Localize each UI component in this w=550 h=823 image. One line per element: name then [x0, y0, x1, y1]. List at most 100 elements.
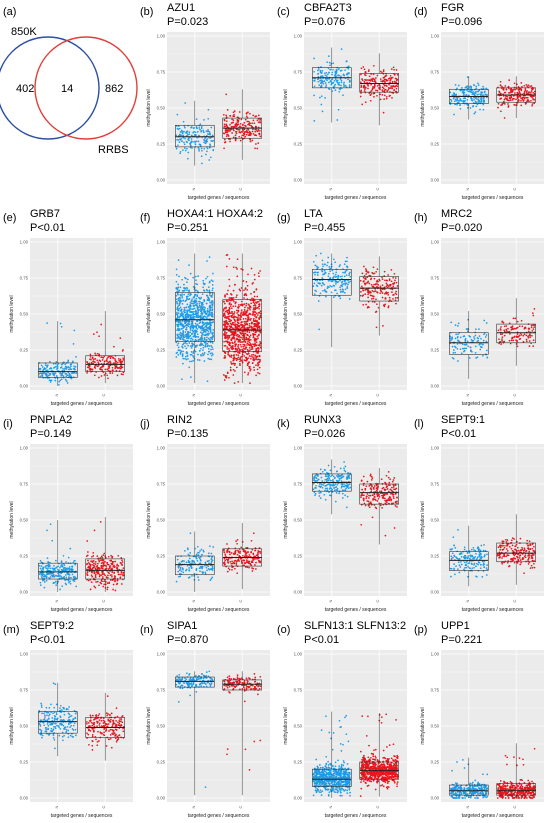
data-point: [71, 573, 74, 576]
data-point: [234, 340, 236, 342]
data-point: [242, 280, 245, 282]
data-point: [40, 372, 42, 375]
data-point: [473, 98, 475, 101]
data-point: [320, 95, 323, 98]
data-point: [371, 298, 373, 300]
data-point: [181, 293, 183, 295]
data-point: [346, 265, 349, 268]
data-point: [223, 312, 225, 315]
data-point: [254, 315, 256, 318]
data-point: [181, 295, 184, 297]
data-point: [210, 140, 213, 142]
x-axis-label: targeted genes / sequences: [51, 607, 113, 613]
data-point: [179, 286, 182, 289]
data-point: [183, 287, 185, 289]
data-point: [180, 350, 183, 352]
data-point: [201, 333, 204, 336]
data-point: [185, 352, 188, 354]
data-point: [198, 302, 201, 305]
data-point: [232, 357, 235, 360]
data-point: [201, 317, 203, 320]
data-point: [234, 320, 237, 323]
data-point: [181, 325, 184, 327]
data-point: [259, 331, 262, 334]
data-point: [367, 70, 370, 73]
data-point: [201, 352, 204, 355]
data-point: [203, 336, 206, 339]
data-point: [463, 100, 465, 103]
data-point: [483, 333, 485, 336]
data-point: [467, 94, 470, 97]
data-point: [204, 334, 207, 337]
data-point: [187, 305, 190, 308]
data-point: [248, 349, 251, 352]
data-point: [222, 315, 225, 318]
data-point: [500, 343, 502, 345]
data-point: [190, 302, 193, 305]
data-point: [55, 361, 58, 363]
data-point: [188, 321, 190, 324]
data-point: [240, 309, 243, 311]
data-point: [363, 84, 366, 87]
data-point: [192, 300, 195, 303]
data-point: [178, 562, 181, 565]
venn-only-850k: 402: [16, 83, 34, 95]
data-point: [519, 93, 522, 95]
data-point: [322, 82, 325, 85]
data-point: [208, 322, 210, 325]
data-point: [178, 127, 181, 130]
data-point: [100, 565, 103, 568]
data-point: [372, 85, 374, 88]
data-point: [244, 306, 246, 309]
data-point: [333, 258, 335, 261]
data-point: [531, 312, 534, 314]
data-point: [94, 567, 97, 570]
data-point: [362, 66, 365, 68]
data-point: [259, 342, 262, 344]
data-point: [225, 123, 228, 126]
data-point: [249, 369, 252, 372]
data-point: [259, 118, 262, 121]
data-point: [235, 125, 238, 128]
data-point: [337, 108, 340, 111]
data-point: [185, 326, 188, 329]
data-point: [257, 118, 260, 120]
data-point: [242, 312, 245, 315]
data-point: [521, 325, 524, 328]
data-point: [68, 577, 71, 579]
data-point: [244, 293, 247, 295]
data-point: [67, 365, 69, 368]
data-point: [230, 346, 232, 349]
data-point: [395, 84, 398, 87]
data-point: [208, 358, 211, 360]
data-point: [451, 336, 453, 339]
data-point: [197, 316, 200, 318]
data-point: [482, 87, 485, 90]
data-point: [195, 324, 198, 327]
points-N: [38, 523, 78, 591]
data-point: [525, 338, 528, 341]
data-point: [194, 141, 196, 144]
data-point: [182, 327, 184, 330]
data-point: [177, 299, 180, 302]
data-point: [250, 327, 253, 329]
data-point: [55, 580, 57, 583]
data-point: [321, 269, 323, 272]
data-point: [238, 324, 241, 327]
data-point: [197, 336, 199, 338]
data-point: [198, 562, 201, 565]
data-point: [236, 349, 239, 351]
data-point: [452, 357, 455, 360]
data-point: [373, 78, 376, 81]
data-point: [105, 576, 108, 578]
data-point: [121, 360, 124, 363]
data-point: [520, 89, 523, 92]
data-point: [210, 324, 213, 327]
data-point: [232, 374, 235, 376]
data-point: [62, 554, 65, 557]
data-point: [59, 566, 61, 569]
chart-title: FGR: [441, 2, 464, 14]
data-point: [501, 336, 504, 338]
data-point: [53, 372, 56, 375]
data-point: [241, 332, 244, 335]
